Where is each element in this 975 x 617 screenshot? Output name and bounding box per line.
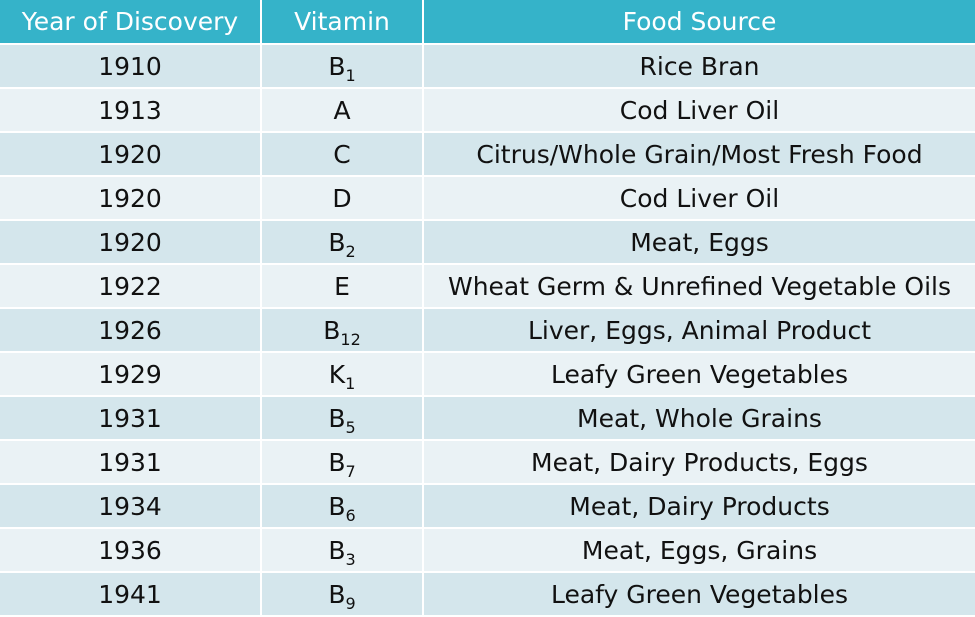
- year-cell: 1936: [0, 528, 262, 573]
- table-row: 1941 B9 Leafy Green Vegetables: [0, 572, 975, 617]
- vitamin-cell: B5: [261, 396, 424, 441]
- food-source-cell: Wheat Germ & Unrefined Vegetable Oils: [423, 264, 975, 309]
- vitamin-letter: K: [328, 359, 346, 389]
- vitamin-subscript: 1: [345, 65, 356, 85]
- vitamin-cell: A: [261, 88, 424, 133]
- vitamin-letter: B: [328, 535, 346, 565]
- vitamin-letter: A: [333, 95, 351, 125]
- vitamin-subscript: 12: [340, 329, 361, 349]
- food-source-cell: Meat, Dairy Products, Eggs: [423, 440, 975, 485]
- vitamin-letter: E: [334, 271, 350, 301]
- food-source-cell: Meat, Dairy Products: [423, 484, 975, 529]
- vitamin-letter: D: [332, 183, 352, 213]
- header-vitamin: Vitamin: [261, 0, 424, 45]
- table-row: 1922 E Wheat Germ & Unrefined Vegetable Oi…: [0, 264, 975, 309]
- vitamin-letter: B: [328, 491, 346, 521]
- food-source-cell: Cod Liver Oil: [423, 88, 975, 133]
- header-row: Year of Discovery Vitamin Food Source: [0, 0, 975, 45]
- table-row: 1920 B2 Meat, Eggs: [0, 220, 975, 265]
- header-year: Year of Discovery: [0, 0, 262, 45]
- vitamin-cell: C: [261, 132, 424, 177]
- vitamin-letter: B: [328, 403, 346, 433]
- year-cell: 1920: [0, 132, 262, 177]
- table-row: 1910 B1 Rice Bran: [0, 44, 975, 89]
- food-source-cell: Meat, Eggs, Grains: [423, 528, 975, 573]
- table-row: 1931 B7 Meat, Dairy Products, Eggs: [0, 440, 975, 485]
- vitamin-letter: B: [328, 579, 346, 609]
- food-source-cell: Citrus/Whole Grain/Most Fresh Food: [423, 132, 975, 177]
- vitamin-letter: B: [328, 227, 346, 257]
- food-source-cell: Leafy Green Vegetables: [423, 572, 975, 617]
- vitamin-cell: E: [261, 264, 424, 309]
- table-row: 1920 C Citrus/Whole Grain/Most Fresh Food: [0, 132, 975, 177]
- table-row: 1936 B3 Meat, Eggs, Grains: [0, 528, 975, 573]
- vitamin-cell: B1: [261, 44, 424, 89]
- vitamin-cell: B7: [261, 440, 424, 485]
- food-source-cell: Rice Bran: [423, 44, 975, 89]
- year-cell: 1910: [0, 44, 262, 89]
- vitamin-cell: B9: [261, 572, 424, 617]
- vitamin-letter: B: [328, 51, 346, 81]
- vitamin-letter: B: [328, 447, 346, 477]
- food-source-cell: Leafy Green Vegetables: [423, 352, 975, 397]
- table-row: 1926 B12 Liver, Eggs, Animal Product: [0, 308, 975, 353]
- vitamin-subscript: 3: [345, 549, 356, 569]
- food-source-cell: Liver, Eggs, Animal Product: [423, 308, 975, 353]
- year-cell: 1931: [0, 396, 262, 441]
- food-source-cell: Cod Liver Oil: [423, 176, 975, 221]
- year-cell: 1920: [0, 176, 262, 221]
- vitamin-subscript: 1: [345, 373, 356, 393]
- table-row: 1913 A Cod Liver Oil: [0, 88, 975, 133]
- header-food-source: Food Source: [423, 0, 975, 45]
- table-row: 1929 K1 Leafy Green Vegetables: [0, 352, 975, 397]
- table-row: 1931 B5 Meat, Whole Grains: [0, 396, 975, 441]
- vitamin-cell: D: [261, 176, 424, 221]
- year-cell: 1913: [0, 88, 262, 133]
- vitamin-subscript: 7: [345, 461, 356, 481]
- food-source-cell: Meat, Eggs: [423, 220, 975, 265]
- year-cell: 1922: [0, 264, 262, 309]
- vitamin-subscript: 6: [345, 505, 356, 525]
- vitamin-subscript: 5: [345, 417, 356, 437]
- vitamin-cell: K1: [261, 352, 424, 397]
- year-cell: 1934: [0, 484, 262, 529]
- vitamin-subscript: 9: [345, 593, 356, 613]
- vitamin-letter: C: [333, 139, 351, 169]
- year-cell: 1920: [0, 220, 262, 265]
- year-cell: 1929: [0, 352, 262, 397]
- year-cell: 1926: [0, 308, 262, 353]
- vitamin-cell: B3: [261, 528, 424, 573]
- table-row: 1934 B6 Meat, Dairy Products: [0, 484, 975, 529]
- vitamin-subscript: 2: [345, 241, 356, 261]
- vitamin-letter: B: [323, 315, 341, 345]
- vitamin-cell: B2: [261, 220, 424, 265]
- year-cell: 1931: [0, 440, 262, 485]
- vitamin-cell: B6: [261, 484, 424, 529]
- table-row: 1920 D Cod Liver Oil: [0, 176, 975, 221]
- vitamin-cell: B12: [261, 308, 424, 353]
- food-source-cell: Meat, Whole Grains: [423, 396, 975, 441]
- year-cell: 1941: [0, 572, 262, 617]
